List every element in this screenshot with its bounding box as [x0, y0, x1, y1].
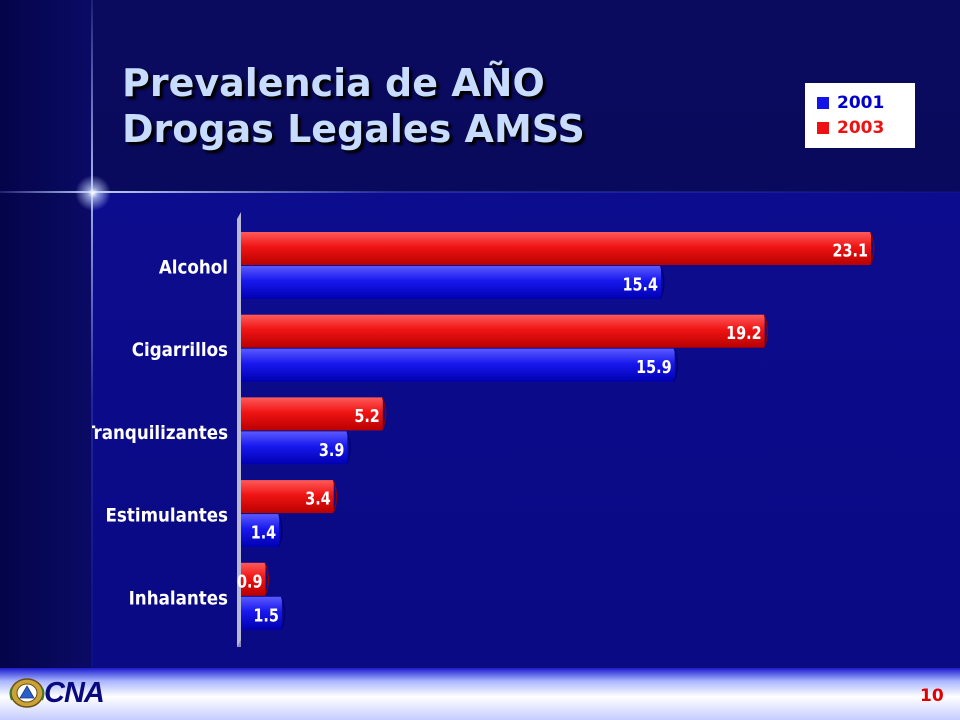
legend-label-2001: 2001 [837, 92, 885, 113]
bar-2003-inhalantes [241, 562, 266, 596]
category-label-estimulantes: Estimulantes [106, 505, 228, 527]
data-label-2003-estimulantes: 3.4 [305, 488, 330, 509]
bar-2003-estimulantes [241, 480, 334, 514]
sparkle-decoration [72, 172, 114, 214]
bar-cap-2003-alcohol [870, 232, 875, 265]
bar-2003-cigarrillos [241, 314, 765, 348]
bar-cap-2003-cigarrillos [763, 314, 769, 348]
vertical-accent-line [91, 0, 93, 668]
left-panel [0, 0, 92, 668]
legend-swatch-2001 [817, 96, 829, 109]
seal-icon [9, 678, 45, 708]
data-label-2003-tranquilizantes: 5.2 [354, 405, 379, 426]
bar-cap-2001-estimulantes [278, 514, 283, 548]
data-label-2001-alcohol: 15.4 [623, 274, 658, 295]
footer-bar: CNA 10 [0, 668, 960, 720]
category-label-tranquilizantes: Tranquilizantes [92, 422, 228, 444]
bar-cap-2003-inhalantes [264, 562, 270, 596]
data-label-2001-tranquilizantes: 3.9 [319, 439, 344, 460]
slide-title: Prevalencia de AÑO Drogas Legales AMSS [122, 60, 585, 152]
category-label-alcohol: Alcohol [159, 257, 228, 279]
bar-2001-estimulantes [241, 514, 280, 548]
legend-item-2001: 2001 [817, 90, 915, 115]
bar-2001-tranquilizantes [241, 431, 348, 465]
title-line-1: Prevalencia de AÑO [122, 61, 545, 105]
data-label-2003-alcohol: 23.1 [833, 240, 868, 261]
horizontal-accent-line [0, 191, 960, 193]
legend-label-2003: 2003 [837, 117, 885, 138]
bar-2003-tranquilizantes [241, 397, 383, 431]
data-label-2003-inhalantes: 0.9 [237, 571, 262, 592]
category-label-cigarrillos: Cigarrillos [132, 339, 228, 361]
data-label-2001-cigarrillos: 15.9 [636, 357, 671, 378]
bar-cap-2003-tranquilizantes [381, 397, 387, 431]
legend-swatch-2003 [817, 121, 829, 134]
bar-2003-alcohol [241, 232, 871, 265]
data-label-2003-cigarrillos: 19.2 [726, 323, 761, 344]
bar-cap-2001-cigarrillos [673, 348, 679, 382]
data-label-2001-estimulantes: 1.4 [251, 522, 276, 543]
footer-organization: CNA [44, 677, 105, 709]
bar-cap-2001-tranquilizantes [346, 431, 351, 465]
chart-legend: 2001 2003 [805, 83, 915, 148]
bar-2001-alcohol [241, 266, 661, 299]
bar-cap-2003-estimulantes [332, 480, 338, 514]
bar-2001-cigarrillos [241, 348, 675, 382]
bar-cap-2001-inhalantes [280, 596, 286, 630]
category-label-inhalantes: Inhalantes [129, 587, 228, 609]
legend-item-2003: 2003 [817, 115, 915, 140]
bar-2001-inhalantes [241, 596, 282, 630]
data-label-2001-inhalantes: 1.5 [253, 605, 278, 626]
page-number: 10 [920, 686, 944, 706]
bar-cap-2001-alcohol [660, 266, 665, 299]
y-axis-wall-face [237, 212, 241, 647]
bar-chart: 23.1 15.4 Alcohol 19.2 15.9 Cigarrillos 5.2 3.9… [92, 212, 875, 647]
title-line-2: Drogas Legales AMSS [122, 107, 585, 151]
